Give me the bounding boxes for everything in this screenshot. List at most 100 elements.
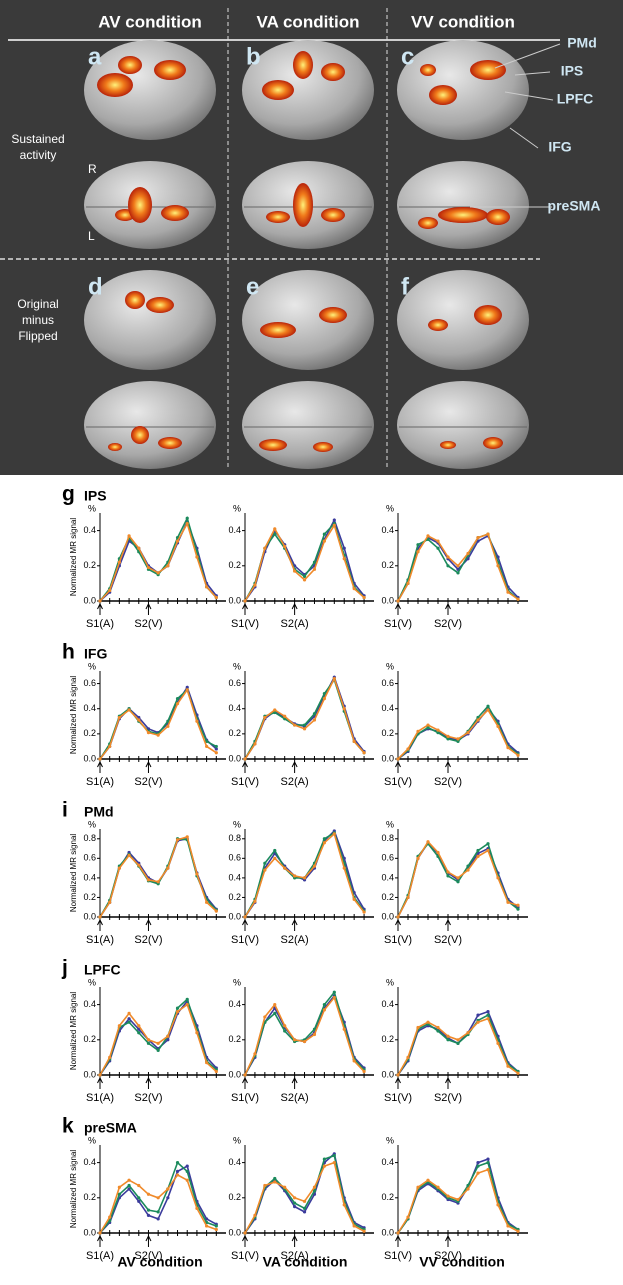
- orientation-label: L: [88, 229, 95, 243]
- signal-point: [312, 560, 317, 564]
- signal-point: [486, 848, 490, 853]
- activation: [154, 60, 186, 80]
- panel-letter: e: [246, 273, 259, 300]
- signal-point: [127, 1020, 131, 1024]
- signal-point: [98, 1073, 102, 1077]
- brain-top: [397, 161, 529, 249]
- signal-point: [214, 909, 218, 913]
- activation: [108, 443, 122, 451]
- y-axis-label: Normalized MR signal: [69, 992, 78, 1070]
- signal-line: [244, 1161, 365, 1234]
- signal-point: [117, 715, 121, 720]
- stimulus-label: S2(V): [434, 1092, 462, 1104]
- signal-point: [205, 744, 209, 749]
- signal-point: [486, 1013, 490, 1017]
- signal-point: [137, 1183, 141, 1188]
- signal-point: [322, 1157, 326, 1161]
- signal-point: [342, 1203, 346, 1207]
- signal-point: [456, 739, 460, 744]
- signal-point: [506, 590, 510, 594]
- y-tick-label: 0.6: [83, 853, 96, 863]
- panel-letter: c: [401, 43, 414, 70]
- signal-point: [426, 1020, 430, 1024]
- region-label: LPFC: [557, 91, 594, 107]
- signal-point: [352, 587, 356, 591]
- row-letter: j: [61, 957, 68, 980]
- signal-point: [302, 1206, 307, 1210]
- stimulus-arrow: [395, 1076, 401, 1089]
- leader-line: [514, 71, 551, 76]
- stimulus-label: S2(V): [434, 618, 462, 630]
- activation: [125, 291, 145, 309]
- signal-point: [127, 534, 131, 538]
- row-label: activity: [20, 148, 57, 162]
- signal-point: [263, 1183, 267, 1188]
- y-tick-label: 0.6: [381, 678, 394, 688]
- signal-point: [108, 744, 112, 749]
- signal-point: [342, 707, 346, 711]
- signal-point: [332, 676, 336, 681]
- y-tick-label: 0.4: [228, 872, 241, 882]
- signal-point: [436, 850, 440, 855]
- region-label: IPS: [561, 63, 584, 79]
- signal-point: [466, 864, 470, 868]
- stimulus-arrow: [445, 1234, 451, 1247]
- signal-point: [185, 1178, 189, 1182]
- signal-point: [195, 1031, 199, 1035]
- activation: [438, 207, 488, 223]
- signal-line: [99, 516, 217, 602]
- signal-point: [156, 1041, 160, 1045]
- signal-point: [175, 697, 180, 701]
- activation: [259, 439, 287, 451]
- signal-point: [273, 710, 277, 715]
- signal-point: [302, 1210, 307, 1214]
- y-tick-label: 0.2: [381, 728, 394, 738]
- unit-label: %: [233, 503, 241, 513]
- signal-point: [175, 1006, 180, 1010]
- brain-top: [84, 381, 216, 469]
- activation: [262, 80, 294, 100]
- signal-point: [127, 1187, 131, 1191]
- signal-point: [137, 718, 141, 722]
- signal-point: [456, 880, 460, 884]
- stimulus-arrow: [445, 760, 451, 773]
- row-region: preSMA: [84, 1120, 137, 1136]
- signal-point: [362, 595, 366, 600]
- activation: [483, 437, 503, 449]
- stimulus-arrow: [445, 918, 451, 931]
- signal-point: [293, 1201, 297, 1205]
- signal-point: [486, 708, 490, 712]
- y-tick-label: 0.0: [228, 1227, 241, 1237]
- signal-point: [446, 564, 450, 568]
- signal-point: [253, 1213, 257, 1217]
- row-letter: g: [62, 483, 75, 506]
- panel-letter: a: [88, 43, 102, 70]
- y-tick-label: 0.4: [228, 999, 241, 1009]
- signal-point: [127, 708, 131, 712]
- signal-point: [273, 1180, 277, 1184]
- signal-point: [426, 534, 430, 538]
- stimulus-label: S2(V): [134, 934, 162, 946]
- signal-line: [244, 678, 365, 760]
- signal-point: [127, 1011, 131, 1016]
- signal-point: [243, 757, 247, 761]
- stimulus-label: S2(V): [134, 776, 162, 788]
- signal-point: [98, 915, 102, 919]
- signal-point: [342, 557, 346, 561]
- signal-point: [466, 551, 470, 556]
- y-tick-label: 0.0: [228, 911, 241, 921]
- signal-point: [117, 866, 121, 870]
- y-tick-label: 0.2: [381, 560, 394, 570]
- signal-point: [302, 1199, 307, 1203]
- column-header: AV condition: [98, 12, 202, 31]
- signal-point: [426, 723, 430, 727]
- unit-label: %: [88, 977, 96, 987]
- panel-letter: b: [246, 43, 261, 70]
- signal-point: [516, 907, 520, 911]
- signal-point: [352, 1059, 356, 1063]
- stimulus-arrow: [291, 918, 298, 931]
- signal-point: [127, 1183, 131, 1188]
- column-footer: AV condition: [117, 1254, 202, 1270]
- unit-label: %: [233, 977, 241, 987]
- stimulus-arrow: [242, 760, 248, 773]
